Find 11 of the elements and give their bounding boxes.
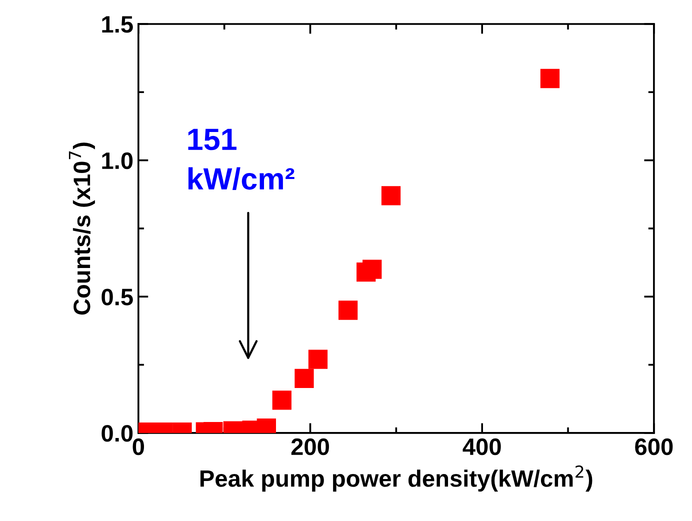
x-tick-label: 600 xyxy=(635,438,673,456)
y-tick-label: 0.5 xyxy=(102,288,133,306)
x-axis-title: Peak pump power density(kW/cm$^{2}$) xyxy=(200,465,592,492)
x-tick-label: 200 xyxy=(291,438,329,456)
x-tick-label: 400 xyxy=(462,438,501,456)
y-tick-label: 0.0 xyxy=(102,425,133,442)
y-axis-title: Counts/s (x10$^{7}$) xyxy=(68,142,95,315)
annotation: 151 kW/cm² xyxy=(188,128,294,190)
y-tick-label: 1.5 xyxy=(102,16,133,33)
x-tick-label: 0 xyxy=(132,438,144,456)
y-tick-label: 1.0 xyxy=(102,152,133,170)
